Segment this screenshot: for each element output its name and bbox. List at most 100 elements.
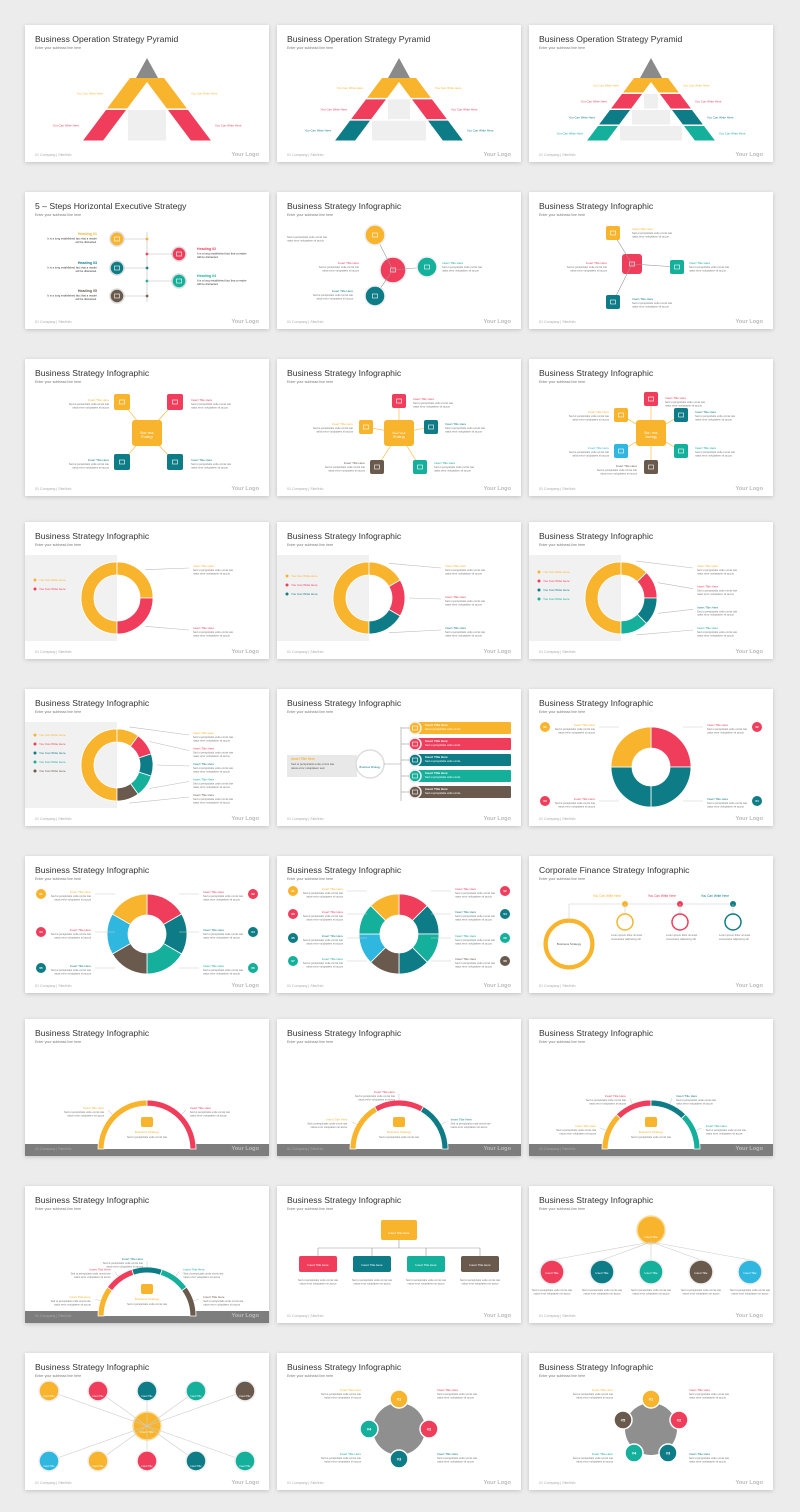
- slide-footer: 01 Company | Site/Info: [287, 1481, 324, 1485]
- hub-satellite-box: [606, 226, 620, 240]
- venn-label: Insert Title Here: [340, 1388, 362, 1392]
- hub-label: Insert Title Here: [689, 261, 711, 265]
- slide-thumbnail[interactable]: Business Strategy You Can Write Here Lorem…: [529, 856, 773, 993]
- building-icon: [172, 399, 178, 405]
- body-text: natus error voluptatem sit accus: [193, 633, 230, 637]
- slide-thumbnail[interactable]: Business Strategy Sed ut perspiciatis und…: [277, 1019, 521, 1156]
- body-text: natus error voluptatem sit accus: [54, 897, 91, 901]
- body-text: natus error voluptatem sit accus: [442, 268, 479, 272]
- hub-satellite-box: [167, 394, 183, 410]
- slide-thumbnail[interactable]: You Can Write Here You Can Write Here You …: [529, 25, 773, 162]
- org-child-label: Insert Title Here: [415, 1263, 437, 1267]
- slide-thumbnail[interactable]: #1 #2 #3 #4 Insert Title Here Sed ut perspici…: [277, 1353, 521, 1490]
- legend-dot: [33, 578, 37, 582]
- slide-footer: 01 Company | Site/Info: [287, 487, 324, 491]
- slide-thumbnail[interactable]: Insert Title Insert Title Insert Title Inse…: [25, 1353, 269, 1490]
- body-text: natus error voluptatem sit accus: [287, 238, 324, 242]
- number-badge: [500, 933, 510, 943]
- body-text: Sed ut perspiciatis unde omnis iste: [203, 1299, 244, 1303]
- slide-thumbnail[interactable]: Business Strategy Sed ut perspiciatis und…: [529, 1019, 773, 1156]
- pyramid-label-left: You Can Write Here: [581, 99, 608, 103]
- slide-thumbnail[interactable]: Insert Title Here Sed ut perspiciatis und…: [277, 689, 521, 826]
- star-satellite-label: Insert Title: [43, 1465, 55, 1468]
- body-text: natus error voluptatem sit accus: [193, 785, 230, 789]
- slide-subtitle: Enter your subhead line here: [287, 46, 334, 50]
- venn-node: [613, 1410, 633, 1430]
- slide-thumbnail[interactable]: Insert Title Here Sed ut perspiciatis und…: [277, 522, 521, 659]
- legend-dot: [285, 574, 289, 578]
- slide-thumbnail[interactable]: Insert Title Here Sed ut perspiciatis und…: [25, 689, 269, 826]
- slide-title: Business Strategy Infographic: [287, 1195, 402, 1205]
- slide-title: Corporate Finance Strategy Infographic: [539, 865, 690, 875]
- body-text: natus error voluptatem sit accus: [451, 1125, 488, 1129]
- hub-label: Insert Title Here: [588, 410, 610, 414]
- number-badge-label: 03: [291, 912, 295, 916]
- slide-thumbnail[interactable]: You Can Write Here You Can Write Here You …: [277, 25, 521, 162]
- body-text: natus error voluptatem sit accus: [697, 592, 734, 596]
- pyramid-label-left: You Can Write Here: [321, 107, 348, 111]
- slide-subtitle: Enter your subhead line here: [35, 1207, 82, 1211]
- slide-thumbnail[interactable]: Business Strategy Sed ut perspiciatis und…: [25, 1186, 269, 1323]
- slide-thumbnail[interactable]: You Can Write Here You Can Write Here You …: [25, 25, 269, 162]
- pyramid-tier-left: [83, 110, 126, 141]
- slide-thumbnail[interactable]: Insert Title Here Sed ut perspiciatis und…: [277, 192, 521, 329]
- building-icon: [172, 459, 178, 465]
- slide-thumbnail[interactable]: Insert Title Insert Title Sed ut perspicia…: [529, 1186, 773, 1323]
- slide-thumbnail[interactable]: Insert Title Here Sed ut perspiciatis und…: [25, 522, 269, 659]
- slide-footer: 01 Company | Site/Info: [287, 984, 324, 988]
- bar-body: Sed ut perspiciatis unde omnis: [425, 775, 461, 779]
- body-text: natus error voluptatem sit accus: [706, 1131, 743, 1135]
- step-body: will be distracted.: [76, 269, 98, 273]
- pyramid-center-text-box: [372, 120, 426, 141]
- number-badge-label: 06: [251, 966, 255, 970]
- slide-title: Business Strategy Infographic: [35, 531, 150, 541]
- slide-footer: 01 Company | Site/Info: [287, 153, 324, 157]
- slide-title: Business Operation Strategy Pyramid: [35, 34, 179, 44]
- body-text: Sed ut perspiciatis unde omnis iste: [71, 1272, 112, 1276]
- donut-right-segment: [368, 608, 401, 635]
- slide-thumbnail[interactable]: Business Strategy Sed ut perspiciatis und…: [25, 1019, 269, 1156]
- ring-label: Insert Title Here: [455, 887, 477, 891]
- body-text: Sed ut perspiciatis unde omnis iste: [352, 1278, 393, 1282]
- slide-subtitle: Enter your subhead line here: [539, 543, 586, 547]
- segment-label: Insert Title Here: [193, 762, 215, 766]
- slide-thumbnail[interactable]: #1 #2 #3 #4 #5 Insert Title Here Sed ut perspi…: [529, 1353, 773, 1490]
- body-text: natus error voluptatem sit accus: [665, 403, 702, 407]
- slide-footer: 01 Company | Site/Info: [35, 1147, 72, 1151]
- pyramid-tier-left: [587, 126, 618, 141]
- body-text: Sed ut perspiciatis unde omnis iste: [193, 766, 234, 770]
- slide-thumbnail[interactable]: Insert Title Here Sed ut perspiciatis und…: [529, 192, 773, 329]
- body-text: natus error voluptatem sit accus: [570, 268, 607, 272]
- body-text: Sed ut perspiciatis unde omnis iste: [582, 1288, 623, 1292]
- slide-title: Business Strategy Infographic: [539, 698, 654, 708]
- body-text: natus error voluptatem sit accus: [632, 304, 669, 308]
- slide-thumbnail[interactable]: Insert Title Here Insert Title Here Sed ut…: [277, 1186, 521, 1323]
- segment-label: Insert Title Here: [193, 564, 215, 568]
- org-child-label: Insert Title Here: [307, 1263, 329, 1267]
- slide-thumbnail[interactable]: 01 Insert Title Here Sed ut perspiciatis u…: [529, 689, 773, 826]
- body-text: Sed ut perspiciatis unde omnis iste: [631, 1288, 672, 1292]
- slide-thumbnail[interactable]: 01 Insert Title Here Sed ut perspiciatis u…: [277, 856, 521, 993]
- slide-logo: Your Logo: [231, 319, 259, 325]
- slide-thumbnail[interactable]: Insert Title Here Sed ut perspiciatis und…: [529, 522, 773, 659]
- body-text: natus error voluptatem sit accus: [632, 234, 669, 238]
- body-text: Sed ut perspiciatis unde omnis iste: [706, 1128, 747, 1132]
- segment-label: Insert Title Here: [445, 564, 467, 568]
- arc-center-label: Business Strategy: [639, 1130, 664, 1134]
- slide-logo: Your Logo: [231, 1146, 259, 1152]
- arc-center-body: Sed ut perspiciatis unde omnis iste: [127, 1302, 168, 1306]
- slide-title: Business Strategy Infographic: [287, 201, 402, 211]
- org-root-label: Insert Title Here: [388, 1231, 410, 1235]
- slide-thumbnail[interactable]: Heading 01 It is a long established fact …: [25, 192, 269, 329]
- hub-satellite-box: [644, 392, 658, 406]
- slide-thumbnail[interactable]: 01 Insert Title Here Sed ut perspiciatis u…: [25, 856, 269, 993]
- hub-satellite-box: [167, 454, 183, 470]
- body-text: Sed ut perspiciatis unde omnis iste: [69, 462, 110, 466]
- slide-subtitle: Enter your subhead line here: [287, 380, 334, 384]
- hub-label: Insert Title Here: [442, 261, 464, 265]
